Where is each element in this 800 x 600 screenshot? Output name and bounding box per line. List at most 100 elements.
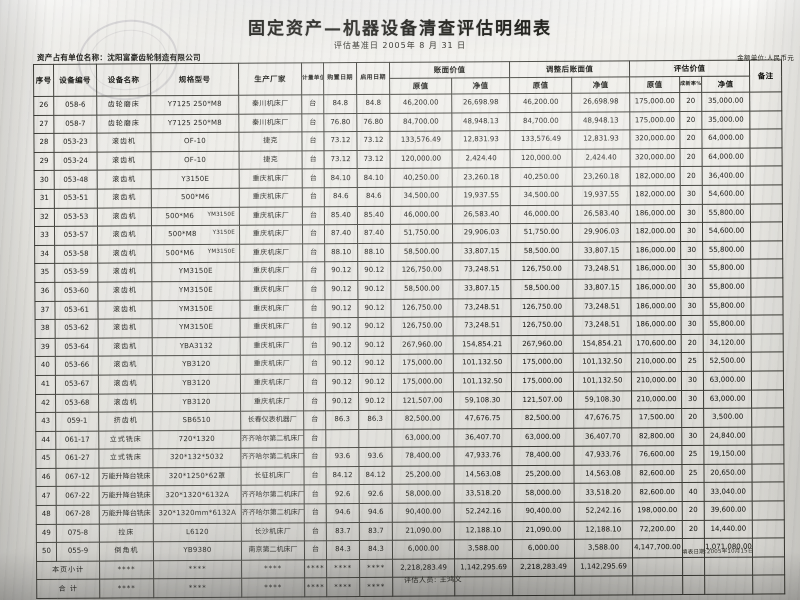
cell-manufacturer: 重庆机床厂 — [239, 206, 303, 226]
cell-purchase-date: 90.12 — [325, 373, 359, 393]
cell-bv-net: 2,424.40 — [452, 149, 511, 169]
cell-ap-original: 182,000.00 — [630, 185, 681, 205]
cell-manufacturer: 南京第二机床厂 — [241, 541, 305, 561]
cell-start-date: 90.12 — [358, 354, 392, 374]
cell-spec-model: OF-10 — [151, 151, 240, 171]
cell-purchase-date: 90.12 — [324, 280, 358, 300]
cell-adj-net: 101,132.50 — [573, 371, 632, 391]
page-subtotal-row-ap-net — [704, 556, 753, 576]
cell-index: 34 — [34, 245, 55, 264]
cell-newness-rate: 30 — [680, 259, 703, 279]
cell-remark — [752, 463, 785, 483]
cell-index: 35 — [34, 263, 55, 283]
cell-bv-original: 133,576.49 — [389, 131, 453, 151]
cell-adj-original: 51,750.00 — [510, 223, 573, 243]
cell-start-date: 93.6 — [358, 447, 392, 467]
cell-start-date: 90.12 — [358, 391, 392, 411]
page-title: 固定资产—机器设备清查评估明细表 — [248, 19, 552, 39]
cell-bv-net: 33,518.20 — [454, 484, 513, 503]
cell-index: 43 — [35, 412, 56, 432]
cell-bv-net: 47,676.75 — [453, 409, 512, 429]
cell-start-date: 86.3 — [358, 410, 392, 430]
cell-newness-rate: 20 — [679, 129, 703, 149]
cell-spec-model: 320*132*5032 — [152, 448, 241, 468]
cell-asset-code: 053-62 — [55, 319, 99, 339]
cell-purchase-date: 84.6 — [324, 187, 358, 207]
cell-spec-model: 500*M6 YM3150E — [151, 206, 240, 226]
grand-total-row-spec-stars: **** — [153, 578, 242, 598]
cell-adj-net: 73,248.51 — [573, 315, 632, 335]
page-subtotal-row-ap-original — [632, 557, 683, 577]
cell-index: 32 — [34, 207, 55, 227]
cell-adj-net: 12,831.93 — [571, 130, 631, 149]
grand-total-row-remark — [752, 575, 785, 595]
cell-bv-net: 26,698.98 — [451, 93, 510, 113]
cell-manufacturer: 重庆机床厂 — [239, 187, 303, 207]
appraiser-signature: 评估人员: 王鸿义 — [403, 575, 463, 585]
cell-bv-net: 36,407.70 — [453, 428, 512, 448]
cell-start-date: 90.12 — [358, 373, 392, 393]
cell-remark — [749, 110, 782, 130]
cell-bv-net: 52,242.16 — [454, 502, 513, 522]
cell-manufacturer: 秦川机床厂 — [238, 113, 302, 133]
cell-unit: 台 — [303, 410, 326, 430]
cell-adj-original: 34,500.00 — [510, 186, 573, 206]
cell-spec-model: L6120 — [153, 522, 242, 543]
cell-manufacturer: 齐齐哈尔第二机床厂 — [241, 503, 305, 523]
cell-asset-name: 拉床 — [99, 523, 154, 543]
cell-asset-name: 滚齿机 — [98, 337, 153, 357]
cell-asset-name: 万能升降台铣床 — [98, 467, 154, 487]
cell-index: 50 — [36, 542, 57, 562]
cell-ap-net: 64,000.00 — [701, 129, 751, 149]
cell-purchase-date: 87.40 — [324, 224, 358, 244]
cell-remark — [751, 333, 784, 353]
cell-bv-net: 19,937.55 — [452, 186, 511, 206]
cell-adj-original: 126,750.00 — [511, 316, 574, 336]
cell-bv-original: 126,750.00 — [390, 298, 454, 318]
cell-adj-original: 58,000.00 — [512, 483, 575, 503]
cell-adj-net: 47,933.76 — [573, 446, 632, 466]
cell-unit: 台 — [301, 94, 324, 114]
cell-newness-rate: 25 — [681, 464, 705, 484]
cell-index: 30 — [34, 170, 55, 190]
cell-start-date: 90.12 — [358, 336, 392, 355]
cell-adj-net: 19,937.55 — [572, 185, 631, 205]
cell-index: 49 — [36, 524, 57, 543]
cell-bv-original: 25,200.00 — [391, 465, 455, 485]
cell-bv-net: 12,188.10 — [454, 521, 513, 541]
cell-unit: 台 — [303, 355, 326, 374]
cell-asset-code: 053-24 — [54, 151, 98, 171]
cell-ap-net: 24,840.00 — [703, 426, 752, 446]
cell-newness-rate: 30 — [680, 203, 703, 223]
cell-adj-original: 46,000.00 — [510, 204, 573, 224]
cell-asset-code: 053-66 — [55, 356, 99, 376]
cell-bv-net: 73,248.51 — [452, 260, 511, 280]
cell-start-date: 85.40 — [357, 205, 391, 225]
cell-start-date: 73.12 — [356, 131, 391, 151]
col-newness-rate: 成新率% — [679, 76, 702, 93]
cell-asset-code: 053-64 — [55, 337, 99, 357]
cell-asset-name: 滚齿机 — [98, 374, 153, 394]
cell-purchase-date: 88.10 — [324, 243, 358, 263]
cell-asset-name: 滚齿机 — [96, 132, 152, 152]
grand-total-row-ap-net — [704, 575, 753, 595]
cell-ap-original: 182,000.00 — [630, 166, 681, 186]
page-subtotal-row-label: 本页小计 — [36, 560, 100, 580]
cell-asset-name: 滚齿机 — [97, 225, 152, 245]
cell-purchase-date: 76.80 — [323, 113, 357, 132]
cell-asset-name: 齿轮磨床 — [96, 114, 151, 134]
cell-purchase-date: 84.12 — [325, 466, 360, 486]
cell-bv-net: 47,933.76 — [453, 446, 512, 466]
cell-asset-name: 万能升降台铣床 — [99, 486, 154, 506]
cell-bv-net: 14,563.08 — [453, 465, 513, 485]
cell-newness-rate: 30 — [680, 241, 703, 260]
cell-index: 29 — [34, 152, 55, 171]
page-subtotal-row-pdate-stars: **** — [326, 559, 360, 579]
cell-index: 40 — [35, 356, 56, 376]
cell-adj-net: 59,108.30 — [573, 390, 632, 410]
cell-remark — [750, 296, 784, 316]
page-subtotal-row-rate — [682, 557, 705, 576]
cell-bv-original: 120,000.00 — [390, 149, 453, 169]
cell-adj-net: 154,854.21 — [573, 334, 632, 354]
